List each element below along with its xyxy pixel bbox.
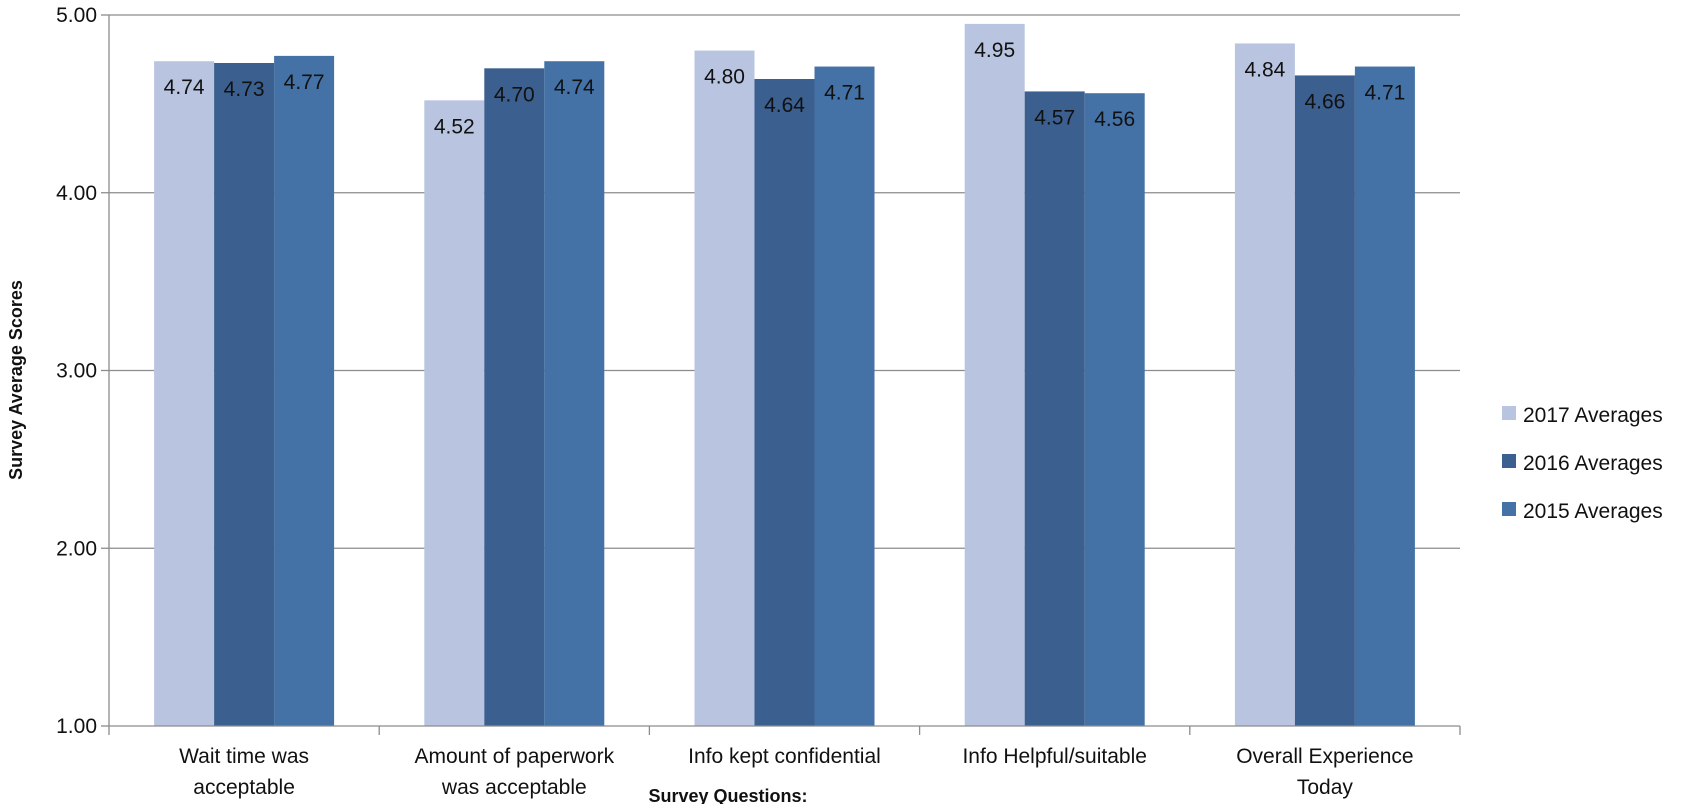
category-label: Amount of paperwork	[414, 745, 614, 768]
y-tick-label: 3.00	[56, 360, 97, 383]
data-label: 4.57	[1034, 106, 1075, 129]
category-label: was acceptable	[441, 776, 587, 799]
data-label: 4.74	[554, 76, 595, 99]
legend: 2017 Averages 2016 Averages 2015 Averages	[1502, 404, 1663, 523]
data-label: 4.77	[284, 71, 325, 94]
data-label: 4.71	[824, 82, 865, 105]
category-label: Overall Experience	[1236, 745, 1413, 768]
bar	[964, 23, 1025, 726]
category-labels: Wait time was acceptable Amount of paperwo…	[179, 745, 1413, 799]
data-label: 4.52	[434, 115, 475, 138]
category-label: Today	[1297, 776, 1354, 799]
data-label: 4.80	[704, 66, 745, 89]
category-label: Info Helpful/suitable	[962, 745, 1146, 768]
data-label: 4.71	[1364, 82, 1405, 105]
data-label: 4.70	[494, 83, 535, 106]
y-tick-label: 1.00	[56, 715, 97, 738]
bar	[1234, 43, 1295, 726]
legend-swatch	[1502, 406, 1516, 420]
legend-label: 2017 Averages	[1523, 404, 1663, 427]
legend-label: 2016 Averages	[1523, 452, 1663, 475]
bar	[544, 61, 605, 726]
data-label: 4.64	[764, 94, 805, 117]
bar	[694, 50, 755, 727]
bar	[214, 62, 275, 727]
data-label: 4.73	[224, 78, 265, 101]
data-label: 4.95	[974, 39, 1015, 62]
y-tick-label: 4.00	[56, 182, 97, 205]
data-labels: 4.74 4.73 4.77 4.52 4.70 4.74 4.80 4.64 4.71 4.95…	[164, 39, 1406, 138]
data-label: 4.74	[164, 76, 205, 99]
bar	[754, 78, 815, 727]
data-label: 4.84	[1244, 58, 1285, 81]
legend-swatch	[1502, 502, 1516, 516]
category-label: Info kept confidential	[688, 745, 881, 768]
bar	[154, 61, 215, 726]
bar	[424, 100, 485, 726]
data-label: 4.56	[1094, 108, 1135, 131]
bar	[1084, 93, 1145, 726]
y-tick-label: 5.00	[56, 4, 97, 27]
bar	[1024, 91, 1085, 727]
bar	[274, 55, 335, 726]
category-label: acceptable	[193, 776, 295, 799]
data-label: 4.66	[1304, 90, 1345, 113]
bars	[154, 23, 1415, 727]
bar	[1354, 66, 1415, 727]
y-axis-title: Survey Average Scores	[6, 280, 26, 480]
bar	[1294, 75, 1355, 726]
category-label: Wait time was	[179, 745, 309, 768]
y-tick-labels: 1.00 2.00 3.00 4.00 5.00	[56, 4, 97, 738]
bar	[484, 68, 545, 726]
x-axis-title: Survey Questions:	[648, 786, 807, 804]
bar	[814, 66, 875, 727]
axes	[101, 14, 1461, 735]
legend-label: 2015 Averages	[1523, 500, 1663, 523]
legend-swatch	[1502, 454, 1516, 468]
y-tick-label: 2.00	[56, 537, 97, 560]
